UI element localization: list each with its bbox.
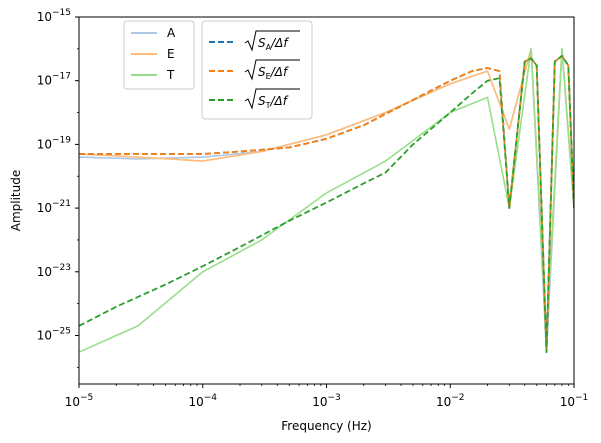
legend-label-e: E <box>167 47 175 61</box>
legend-data-box <box>123 20 195 90</box>
x-tick-label: 10−1 <box>560 393 589 409</box>
legend-model-label-e: SE/Δf <box>258 65 289 81</box>
series-layer <box>79 47 574 354</box>
legend-model: SA/Δf SE/Δf ST/Δf <box>201 20 313 120</box>
y-axis-label: Amplitude <box>9 170 23 232</box>
series-line-e-model <box>79 55 574 354</box>
legend-model-radical <box>244 59 300 81</box>
y-tick-label: 10−19 <box>37 135 72 151</box>
y-tick-label: 10−15 <box>37 8 71 24</box>
y-tick-label: 10−23 <box>37 263 71 279</box>
legend-data: AET <box>123 20 195 90</box>
ticks-layer: 10−5 10−4 10−3 10−2 10−1 10−25 10−23 10−21 10−19… <box>37 8 589 409</box>
x-axis-label: Frequency (Hz) <box>281 419 372 433</box>
x-tick-label: 10−4 <box>188 393 217 409</box>
legend-label-a: A <box>167 26 176 40</box>
legend-label-t: T <box>166 68 175 82</box>
legend-model-label-a: SA/Δf <box>258 36 289 52</box>
x-tick-label: 10−2 <box>436 393 465 409</box>
y-tick-label: 10−17 <box>37 72 71 88</box>
legend-model-box <box>201 20 313 120</box>
y-tick-label: 10−25 <box>37 326 71 342</box>
x-tick-label: 10−3 <box>312 393 341 409</box>
legend-model-radical <box>244 88 300 110</box>
legend-model-label-t: ST/Δf <box>258 94 289 110</box>
x-tick-label: 10−5 <box>65 393 94 409</box>
series-line-t-model <box>79 55 574 354</box>
legend-model-radical <box>244 30 300 52</box>
y-tick-label: 10−21 <box>37 199 71 215</box>
